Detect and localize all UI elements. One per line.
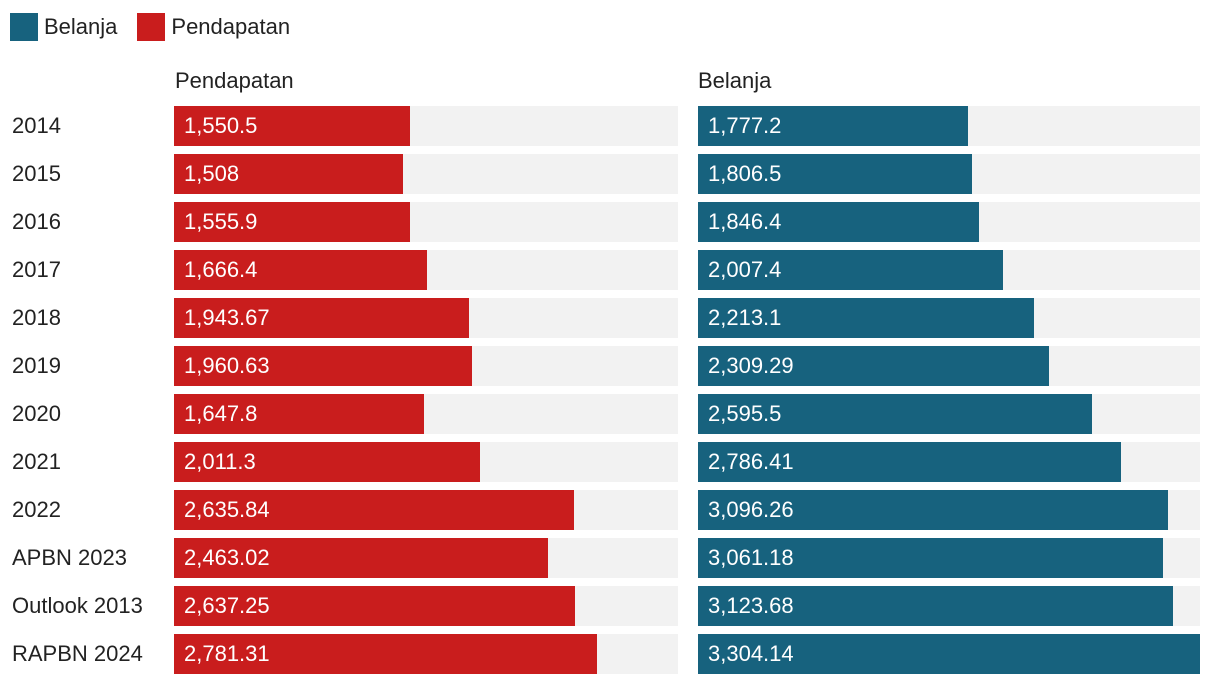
legend-item-pendapatan[interactable]: Pendapatan	[137, 13, 290, 41]
bar-track-belanja: 2,786.41	[698, 442, 1200, 482]
bar-value-label: 3,061.18	[708, 545, 794, 570]
bar-track-pendapatan: 2,781.31	[174, 634, 678, 674]
bar-value-label: 1,666.4	[184, 257, 258, 282]
row-label: 2019	[12, 353, 61, 378]
bar-track-pendapatan: 1,508	[174, 154, 678, 194]
legend-swatch-belanja	[10, 13, 38, 41]
bar-belanja[interactable]: 1,806.5	[698, 154, 972, 194]
row-label: RAPBN 2024	[12, 641, 143, 666]
bar-pendapatan[interactable]: 1,666.4	[174, 250, 427, 290]
bar-value-label: 1,555.9	[184, 209, 258, 234]
row-label: 2014	[12, 113, 61, 138]
bar-value-label: 1,943.67	[184, 305, 270, 330]
bar-belanja[interactable]: 2,786.41	[698, 442, 1121, 482]
bar-track-belanja: 2,007.4	[698, 250, 1200, 290]
bar-value-label: 2,786.41	[708, 449, 794, 474]
bar-belanja[interactable]: 2,007.4	[698, 250, 1003, 290]
bar-pendapatan[interactable]: 2,781.31	[174, 634, 597, 674]
bar-value-label: 3,123.68	[708, 593, 794, 618]
bar-belanja[interactable]: 2,309.29	[698, 346, 1049, 386]
row-label: 2018	[12, 305, 61, 330]
bar-value-label: 2,781.31	[184, 641, 270, 666]
panel-title-belanja: Belanja	[698, 68, 772, 93]
bar-track-belanja: 3,061.18	[698, 538, 1200, 578]
panel-title-pendapatan: Pendapatan	[175, 68, 294, 93]
bar-value-label: 2,637.25	[184, 593, 270, 618]
legend: Belanja Pendapatan	[10, 12, 310, 42]
bar-track-pendapatan: 2,463.02	[174, 538, 678, 578]
bar-value-label: 1,960.63	[184, 353, 270, 378]
bar-belanja[interactable]: 1,777.2	[698, 106, 968, 146]
row-label: 2015	[12, 161, 61, 186]
row-label: 2021	[12, 449, 61, 474]
bar-track-pendapatan: 2,635.84	[174, 490, 678, 530]
bar-value-label: 2,007.4	[708, 257, 782, 282]
bar-track-pendapatan: 1,943.67	[174, 298, 678, 338]
bar-value-label: 3,304.14	[708, 641, 794, 666]
bar-track-belanja: 3,096.26	[698, 490, 1200, 530]
legend-swatch-pendapatan	[137, 13, 166, 41]
bar-track-pendapatan: 1,550.5	[174, 106, 678, 146]
bar-belanja[interactable]: 1,846.4	[698, 202, 979, 242]
bar-value-label: 1,550.5	[184, 113, 258, 138]
bar-pendapatan[interactable]: 1,960.63	[174, 346, 472, 386]
bar-value-label: 1,846.4	[708, 209, 782, 234]
bar-pendapatan[interactable]: 2,637.25	[174, 586, 575, 626]
bar-pendapatan[interactable]: 1,555.9	[174, 202, 410, 242]
bar-track-pendapatan: 1,666.4	[174, 250, 678, 290]
bar-value-label: 2,213.1	[708, 305, 782, 330]
bar-track-belanja: 3,123.68	[698, 586, 1200, 626]
bar-track-belanja: 1,846.4	[698, 202, 1200, 242]
legend-item-belanja[interactable]: Belanja	[10, 13, 117, 41]
bar-pendapatan[interactable]: 2,011.3	[174, 442, 480, 482]
row-label: 2017	[12, 257, 61, 282]
bar-pendapatan[interactable]: 1,943.67	[174, 298, 469, 338]
bar-track-pendapatan: 2,011.3	[174, 442, 678, 482]
legend-label-pendapatan: Pendapatan	[171, 14, 291, 39]
bar-track-pendapatan: 1,647.8	[174, 394, 678, 434]
bar-track-belanja: 2,309.29	[698, 346, 1200, 386]
bar-pendapatan[interactable]: 1,647.8	[174, 394, 424, 434]
bar-belanja[interactable]: 3,096.26	[698, 490, 1168, 530]
bar-pendapatan[interactable]: 1,550.5	[174, 106, 410, 146]
bar-value-label: 2,309.29	[708, 353, 794, 378]
bar-pendapatan[interactable]: 2,463.02	[174, 538, 548, 578]
bar-pendapatan[interactable]: 1,508	[174, 154, 403, 194]
bar-value-label: 1,647.8	[184, 401, 258, 426]
bar-track-pendapatan: 1,555.9	[174, 202, 678, 242]
bar-value-label: 1,777.2	[708, 113, 782, 138]
bar-belanja[interactable]: 2,595.5	[698, 394, 1092, 434]
bar-belanja[interactable]: 3,304.14	[698, 634, 1200, 674]
bar-track-pendapatan: 2,637.25	[174, 586, 678, 626]
bar-track-belanja: 2,213.1	[698, 298, 1200, 338]
bar-belanja[interactable]: 3,061.18	[698, 538, 1163, 578]
bar-track-belanja: 3,304.14	[698, 634, 1200, 674]
row-label: 2022	[12, 497, 61, 522]
bar-track-belanja: 1,777.2	[698, 106, 1200, 146]
bar-belanja[interactable]: 2,213.1	[698, 298, 1034, 338]
legend-label-belanja: Belanja	[44, 14, 118, 39]
row-label: Outlook 2013	[12, 593, 143, 618]
bar-value-label: 2,011.3	[184, 449, 256, 474]
bar-pendapatan[interactable]: 2,635.84	[174, 490, 574, 530]
bar-value-label: 2,595.5	[708, 401, 782, 426]
row-label: 2016	[12, 209, 61, 234]
bar-value-label: 1,806.5	[708, 161, 782, 186]
row-label: 2020	[12, 401, 61, 426]
row-label: APBN 2023	[12, 545, 127, 570]
bar-value-label: 1,508	[184, 161, 240, 186]
bar-belanja[interactable]: 3,123.68	[698, 586, 1173, 626]
bar-value-label: 3,096.26	[708, 497, 794, 522]
bar-track-belanja: 2,595.5	[698, 394, 1200, 434]
bar-track-belanja: 1,806.5	[698, 154, 1200, 194]
bar-track-pendapatan: 1,960.63	[174, 346, 678, 386]
bar-value-label: 2,463.02	[184, 545, 270, 570]
bar-value-label: 2,635.84	[184, 497, 270, 522]
